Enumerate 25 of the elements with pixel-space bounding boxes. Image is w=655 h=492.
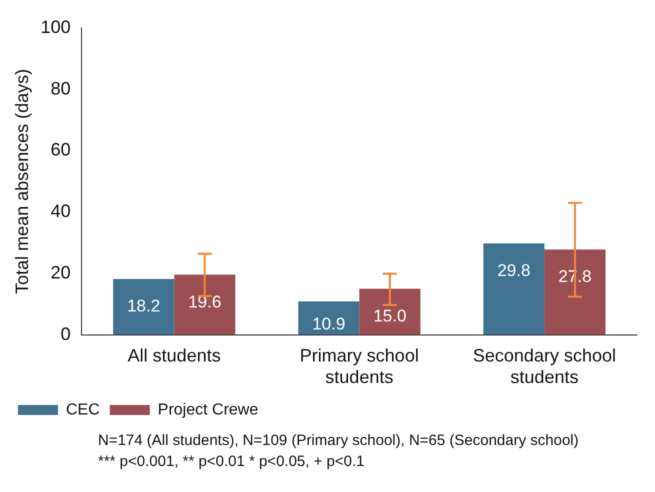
data-label: 10.9 bbox=[312, 314, 346, 334]
y-tick-label: 80 bbox=[50, 78, 71, 98]
bar bbox=[174, 274, 236, 335]
text: *** p<0.001, ** p<0.01 * p<0.05, + p<0.1 bbox=[98, 453, 366, 470]
y-tick-label: 100 bbox=[40, 16, 71, 37]
y-tick-label: 40 bbox=[50, 201, 71, 222]
y-axis-title: Total mean absences (days) bbox=[12, 68, 32, 294]
data-label: 18.2 bbox=[127, 296, 160, 316]
text: N=174 (All students), N=109 (Primary school), N=65 (Secondary school) bbox=[98, 432, 580, 449]
y-tick-label: 0 bbox=[60, 324, 71, 344]
data-label: 15.0 bbox=[373, 306, 406, 326]
data-label: 29.8 bbox=[497, 261, 530, 280]
legend-label: CEC bbox=[66, 401, 100, 418]
bar bbox=[544, 250, 606, 335]
y-tick-label: 20 bbox=[50, 262, 71, 282]
bar bbox=[483, 243, 544, 335]
y-tick-label: 60 bbox=[50, 140, 71, 160]
x-tick-label: All students bbox=[128, 346, 221, 366]
legend-label: Project Crewe bbox=[158, 401, 258, 418]
data-label: 27.8 bbox=[558, 267, 592, 286]
bar bbox=[298, 301, 360, 335]
x-tick-label: Primary school students bbox=[300, 346, 419, 388]
bar bbox=[359, 288, 420, 335]
bar bbox=[113, 278, 174, 335]
x-tick-label: Secondary school students bbox=[472, 346, 616, 388]
